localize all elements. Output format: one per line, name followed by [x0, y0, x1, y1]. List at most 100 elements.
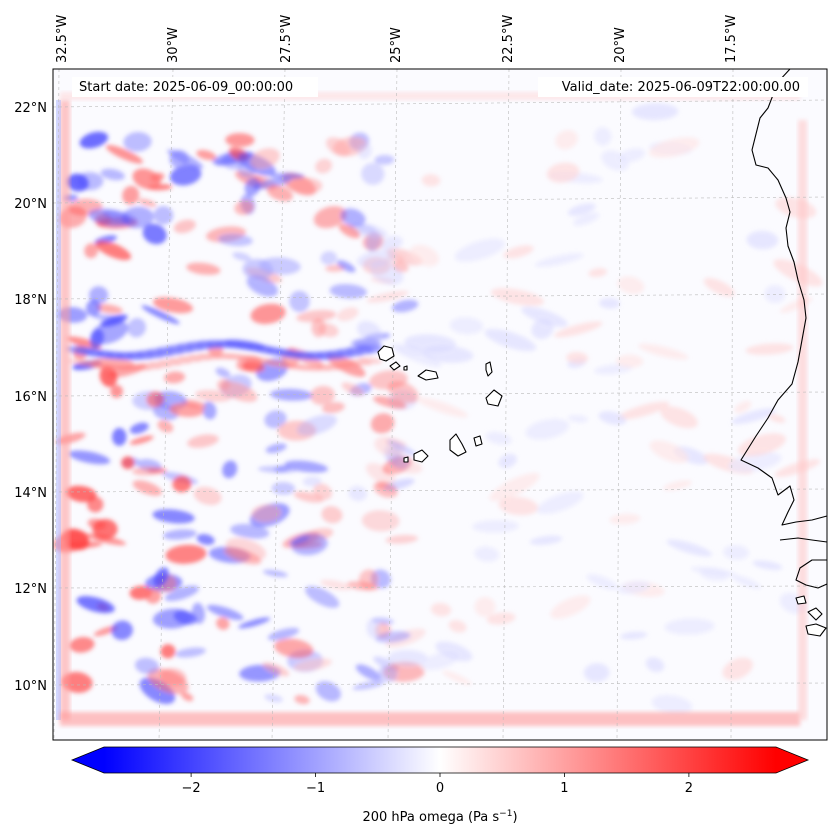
omega-blob: [357, 142, 372, 160]
omega-blob: [421, 174, 441, 187]
omega-blob: [385, 534, 419, 544]
omega-blob: [554, 321, 603, 338]
west-boundary-band: [60, 100, 70, 720]
cape-verde-santiago: [449, 433, 467, 457]
omega-blob: [617, 276, 645, 295]
omega-blob: [484, 328, 537, 352]
colorbar-label-exponent: −1: [499, 809, 512, 819]
omega-blob: [386, 248, 423, 266]
omega-blob: [164, 585, 200, 602]
omega-blob: [448, 619, 467, 633]
omega-blob: [734, 400, 752, 414]
omega-blob: [498, 453, 517, 469]
omega-blob: [503, 245, 534, 259]
omega-blob: [409, 244, 440, 267]
colorbar-tick-label: 2: [685, 781, 693, 796]
omega-blob: [274, 638, 314, 659]
omega-blob: [616, 354, 644, 368]
omega-blob: [315, 158, 333, 174]
omega-blob: [206, 604, 244, 621]
omega-blob: [752, 560, 783, 570]
omega-blob: [164, 371, 186, 384]
omega-blob: [521, 306, 568, 327]
omega-blob: [305, 586, 340, 608]
omega-blob: [89, 286, 109, 305]
omega-blob: [100, 168, 125, 181]
omega-blob: [65, 485, 97, 503]
omega-blob: [474, 546, 500, 562]
omega-blob: [296, 310, 337, 323]
omega-blob: [320, 579, 352, 591]
gambia-inlet: [779, 537, 828, 543]
omega-blob: [220, 381, 258, 403]
colorbar-tick-label: −2: [182, 781, 201, 796]
omega-blob: [536, 491, 584, 515]
omega-blob: [216, 617, 230, 630]
omega-blob: [599, 297, 621, 309]
omega-blob: [121, 456, 135, 470]
omega-blob: [182, 399, 206, 409]
omega-blob: [153, 297, 193, 314]
omega-blob: [454, 238, 505, 262]
omega-blob: [252, 176, 292, 190]
colorbar-tick-label: 1: [560, 781, 568, 796]
omega-blob: [737, 433, 786, 457]
omega-blob: [76, 596, 115, 614]
south-boundary-band: [60, 712, 800, 726]
omega-blob: [474, 596, 496, 617]
omega-blob: [95, 304, 123, 314]
omega-blob: [703, 277, 735, 297]
omega-blob: [266, 184, 293, 202]
cape-verde-boa-vista: [485, 389, 503, 407]
lat-label: 14°N: [14, 486, 47, 501]
latitude-labels: 22°N 20°N 18°N 16°N 14°N 12°N 10°N: [14, 101, 47, 694]
lon-label: 25°W: [389, 27, 404, 63]
omega-blob: [361, 162, 385, 185]
omega-blob: [336, 307, 359, 322]
omega-blob: [609, 513, 641, 525]
start-date-label: Start date: 2025-06-09_00:00:00: [79, 80, 293, 95]
omega-blob: [435, 641, 473, 662]
omega-blob: [112, 427, 127, 446]
colorbar-outline: [70, 746, 810, 774]
omega-blob: [649, 137, 700, 158]
omega-blob: [321, 402, 345, 414]
omega-blob: [129, 435, 154, 445]
omega-blob: [110, 384, 123, 398]
omega-blob: [366, 290, 409, 303]
omega-blob: [336, 260, 356, 273]
omega-blob: [225, 133, 255, 147]
bissagos-island-3: [795, 595, 807, 605]
omega-blob: [195, 389, 232, 402]
north-boundary-band: [60, 92, 800, 100]
map-panel: Start date: 2025-06-09_00:00:00 Valid_da…: [52, 68, 828, 741]
omega-blob: [196, 534, 215, 545]
omega-blob: [356, 344, 384, 353]
omega-blob: [660, 406, 698, 429]
omega-blob: [105, 144, 143, 164]
cape-verde-maio: [473, 435, 483, 447]
colorbar: −2 −1 0 1 2 200 hPa omega (Pa s−1): [70, 746, 810, 825]
omega-blob: [358, 357, 382, 364]
omega-blob: [293, 658, 332, 672]
omega-blob: [163, 529, 197, 540]
omega-blob: [357, 320, 382, 342]
lon-label: 32.5°W: [55, 15, 70, 63]
omega-blob: [485, 431, 512, 445]
omega-blob: [251, 504, 281, 523]
omega-blob: [638, 343, 689, 360]
omega-blob: [666, 539, 712, 557]
omega-blob: [498, 496, 539, 516]
omega-blob: [92, 518, 118, 540]
omega-blob: [486, 612, 516, 625]
omega-blob: [583, 663, 610, 683]
omega-blob: [731, 408, 776, 425]
omega-blob: [89, 329, 104, 349]
omega-blob: [271, 481, 296, 495]
omega-blob: [187, 434, 219, 448]
omega-blob: [264, 410, 287, 429]
omega-blob: [132, 480, 162, 496]
omega-blob: [321, 506, 343, 524]
omega-blob: [68, 450, 111, 465]
